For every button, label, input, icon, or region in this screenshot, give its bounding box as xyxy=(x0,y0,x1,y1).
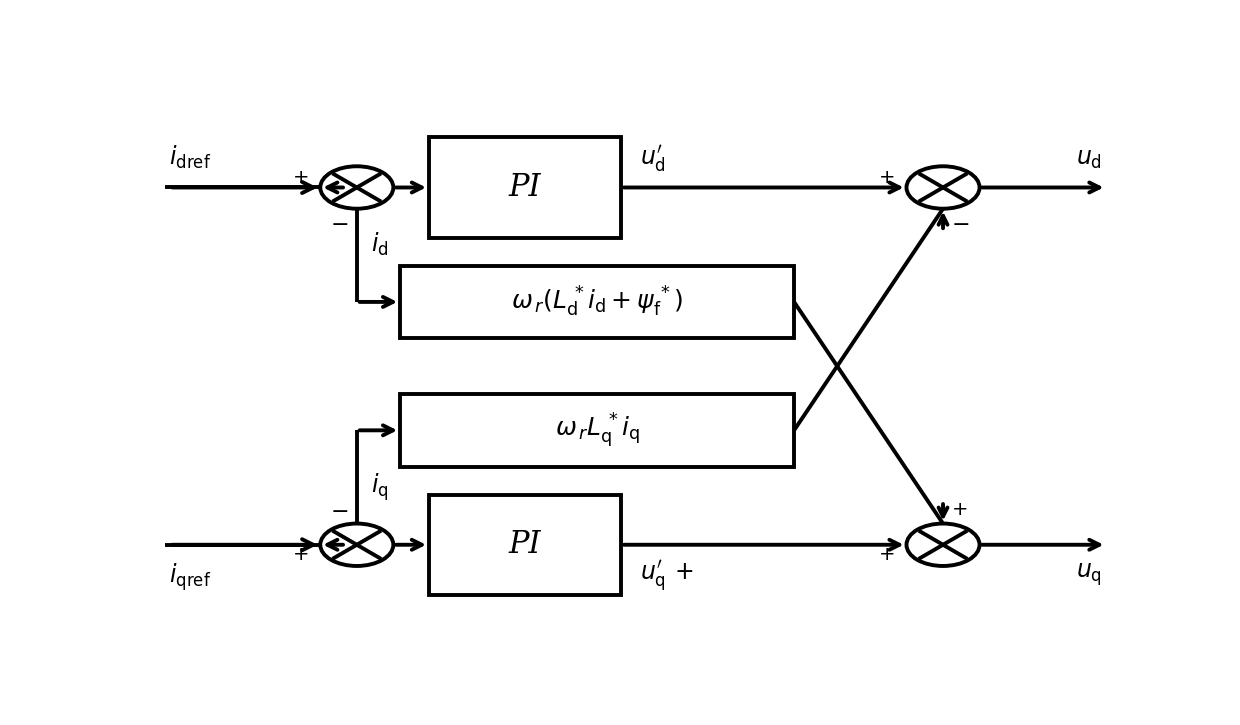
Text: +: + xyxy=(879,545,895,564)
Text: $-$: $-$ xyxy=(330,212,348,233)
Text: $i_\mathrm{qref}$: $i_\mathrm{qref}$ xyxy=(170,562,212,593)
Text: +: + xyxy=(879,168,895,187)
Text: +: + xyxy=(952,500,968,519)
Text: $-$: $-$ xyxy=(951,212,970,233)
Text: PI: PI xyxy=(508,172,541,203)
Text: $i_\mathrm{d}$: $i_\mathrm{d}$ xyxy=(371,231,389,258)
Text: $u_\mathrm{d}'$: $u_\mathrm{d}'$ xyxy=(640,143,666,173)
Text: PI: PI xyxy=(508,529,541,560)
Bar xyxy=(429,137,621,238)
Text: $i_\mathrm{dref}$: $i_\mathrm{dref}$ xyxy=(170,144,212,171)
Text: $u_\mathrm{q}$: $u_\mathrm{q}$ xyxy=(1075,562,1101,588)
Text: +: + xyxy=(293,545,309,564)
Bar xyxy=(401,394,794,467)
Bar xyxy=(401,265,794,338)
Bar xyxy=(429,494,621,595)
Text: +: + xyxy=(293,168,309,187)
Text: $u_\mathrm{q}'\,+$: $u_\mathrm{q}'\,+$ xyxy=(640,559,694,594)
Text: $u_\mathrm{d}$: $u_\mathrm{d}$ xyxy=(1075,146,1101,171)
Text: $\omega_{\,r}(L_{\mathrm{d}}^{\,*}i_{\mathrm{d}}+\psi_{\mathrm{f}}^{\,*})$: $\omega_{\,r}(L_{\mathrm{d}}^{\,*}i_{\ma… xyxy=(511,285,683,319)
Text: $\omega_{\,r}L_{\mathrm{q}}^{\,*}i_{\mathrm{q}}$: $\omega_{\,r}L_{\mathrm{q}}^{\,*}i_{\mat… xyxy=(554,411,640,450)
Text: $-$: $-$ xyxy=(330,500,348,520)
Text: $i_\mathrm{q}$: $i_\mathrm{q}$ xyxy=(371,472,389,503)
